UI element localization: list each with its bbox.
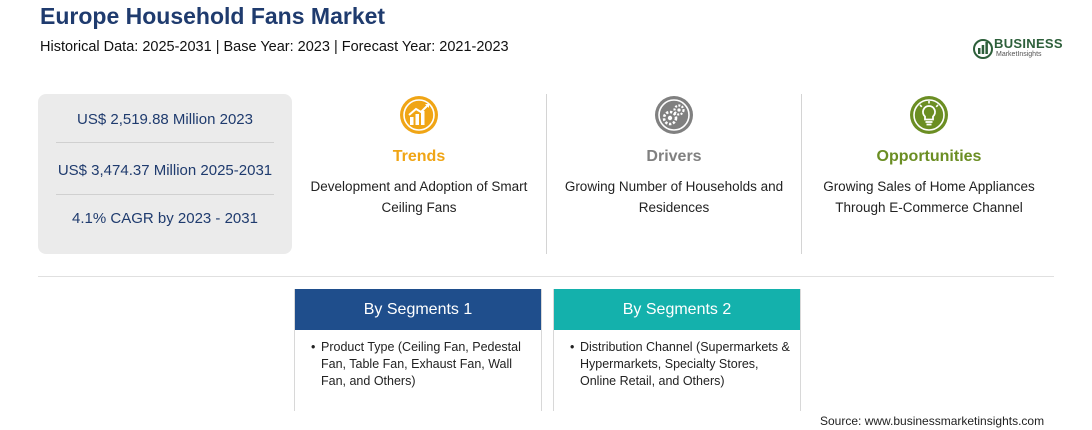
opportunities-column: Opportunities Growing Sales of Home Appl… <box>802 94 1056 254</box>
opportunities-text: Growing Sales of Home Appliances Through… <box>823 179 1035 215</box>
bar-chart-logo-icon <box>973 39 993 59</box>
trends-column: Trends Development and Adoption of Smart… <box>292 94 546 254</box>
segment-2-heading: By Segments 2 <box>554 289 800 330</box>
lightbulb-icon <box>910 96 948 134</box>
stat-divider <box>56 142 274 143</box>
source-note: Source: www.businessmarketinsights.com <box>820 414 1045 428</box>
segment-1-panel: By Segments 1 • Product Type (Ceiling Fa… <box>294 289 542 411</box>
segment-1-text: Product Type (Ceiling Fan, Pedestal Fan,… <box>321 340 521 388</box>
drivers-column: Drivers Growing Number of Households and… <box>547 94 801 254</box>
segment-1-heading: By Segments 1 <box>295 289 541 330</box>
trends-text: Development and Adoption of Smart Ceilin… <box>310 179 528 215</box>
segment-2-text: Distribution Channel (Supermarkets & Hyp… <box>580 340 790 388</box>
drivers-heading: Drivers <box>646 148 702 165</box>
opportunities-heading: Opportunities <box>876 148 982 165</box>
section-divider <box>38 276 1054 277</box>
stat-cagr: 4.1% CAGR by 2023 - 2031 <box>72 210 258 227</box>
page-title: Europe Household Fans Market <box>40 3 386 29</box>
column-divider <box>546 94 547 254</box>
stat-market-value-2023: US$ 2,519.88 Million 2023 <box>77 111 253 128</box>
bullet: • <box>570 340 575 354</box>
segment-2-body: • Distribution Channel (Supermarkets & H… <box>554 330 800 390</box>
stat-market-value-forecast: US$ 3,474.37 Million 2025-2031 <box>57 162 273 179</box>
logo-word: BUSINESS <box>994 36 1063 51</box>
gears-icon <box>655 96 693 134</box>
segment-2-panel: By Segments 2 • Distribution Channel (Su… <box>553 289 801 411</box>
logo-subword: MarketInsights <box>996 51 1042 58</box>
drivers-text: Growing Number of Households and Residen… <box>564 179 784 215</box>
bullet: • <box>311 340 316 354</box>
page-subtitle: Historical Data: 2025-2031 | Base Year: … <box>40 39 509 55</box>
business-market-insights-logo: BUSINESS MarketInsights <box>972 34 1063 64</box>
trends-heading: Trends <box>392 148 446 165</box>
segment-1-body: • Product Type (Ceiling Fan, Pedestal Fa… <box>295 330 541 390</box>
rising-chart-icon <box>400 96 438 134</box>
market-stats-panel: US$ 2,519.88 Million 2023 US$ 3,474.37 M… <box>38 94 292 254</box>
stat-divider <box>56 194 274 195</box>
column-divider <box>801 94 802 254</box>
